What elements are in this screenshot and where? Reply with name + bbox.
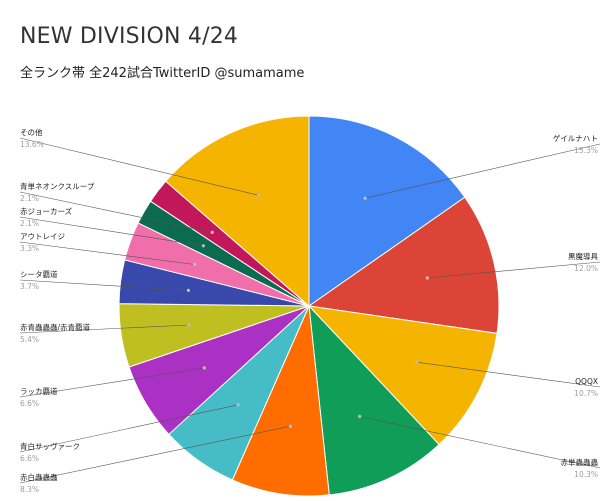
slice-8-leader-line: [19, 324, 189, 334]
slice-10-leader-line: [19, 241, 195, 265]
slice-12-percent-label: 2.1%: [20, 194, 39, 203]
slice-13-leader-dot: [257, 193, 261, 197]
slice-13[interactable]: [164, 115, 310, 308]
slice-5-leader-line: [19, 425, 291, 484]
slice-6-label: 青白サッヴァーク: [20, 441, 80, 451]
slice-12-label: 青単ネオンクスループ: [20, 181, 95, 191]
slice-8-percent-label: 5.4%: [20, 335, 39, 344]
slice-2-leader-line: [427, 261, 601, 279]
slice-13-percent-label: 13.6%: [20, 140, 44, 149]
slice-7-label: ラッカ覇道: [20, 386, 58, 396]
slice-7-percent-label: 6.6%: [20, 399, 39, 408]
slice-7-leader-line: [19, 367, 205, 398]
slice-9-label: シータ覇道: [20, 269, 58, 279]
slice-6-leader-dot: [236, 403, 240, 407]
slice-9-leader-line: [19, 279, 189, 291]
slice-8-leader-dot: [187, 323, 191, 327]
slice-13-leader-line: [19, 137, 259, 196]
slice-1-percent-label: 15.3%: [574, 146, 598, 155]
slice-11-label: 赤ジョーカーズ: [20, 206, 73, 216]
slice-2-percent-label: 12.0%: [574, 264, 598, 273]
slice-4[interactable]: [308, 304, 440, 496]
slice-12-leader-line: [19, 191, 213, 233]
pie-slices: [118, 115, 500, 497]
slice-3[interactable]: [307, 305, 498, 446]
slice-5-percent-label: 8.3%: [20, 485, 39, 494]
slice-11-leader-line: [19, 216, 204, 247]
slice-3-label: QQQX: [575, 377, 598, 386]
slice-8-label: 赤青蟲蟲蟲/赤青覇道: [20, 322, 91, 332]
slice-6-percent-label: 6.6%: [20, 454, 39, 463]
slice-13-label: その他: [20, 127, 43, 137]
slice-2[interactable]: [307, 196, 500, 334]
slice-10-label: アウトレイジ: [20, 232, 65, 241]
chart-title: NEW DIVISION 4/24: [20, 24, 239, 49]
pie-leader-lines: [19, 137, 601, 484]
slice-7-leader-dot: [202, 366, 206, 370]
slice-4-percent-label: 10.3%: [574, 470, 598, 479]
slice-1[interactable]: [308, 115, 466, 307]
slice-1-leader-line: [365, 143, 601, 199]
pie-labels: ゲイルナハト 15.3% 黒魔導具 12.0% QQQX 10.7% 赤単蟲蟲蟲 10.3% 赤…: [20, 127, 598, 494]
slice-11-percent-label: 2.1%: [20, 219, 39, 228]
slice-3-leader-dot: [415, 360, 419, 364]
slice-3-percent-label: 10.7%: [574, 389, 598, 398]
slice-1-leader-dot: [363, 196, 367, 200]
slice-10-leader-dot: [193, 262, 197, 267]
chart-subtitle: 全ランク帯 全242試合TwitterID @sumamame: [20, 66, 305, 81]
slice-12-leader-dot: [210, 230, 214, 234]
slice-9-percent-label: 3.7%: [20, 282, 39, 291]
slice-10-percent-label: 3.3%: [20, 244, 39, 253]
slice-5-leader-dot: [288, 424, 292, 428]
slice-4-leader-dot: [358, 414, 362, 419]
slice-11-leader-dot: [201, 244, 205, 248]
slice-9-leader-dot: [186, 288, 190, 292]
slice-4-leader-line: [359, 416, 601, 469]
slice-3-leader-line: [416, 361, 601, 388]
slice-5-label: 赤白蟲蟲蟲: [20, 472, 58, 482]
slice-1-label: ゲイルナハト: [553, 134, 598, 143]
slice-5[interactable]: [231, 304, 330, 497]
slice-2-label: 黒魔導具: [568, 251, 598, 261]
slice-4-label: 赤単蟲蟲蟲: [561, 457, 599, 467]
slice-6-leader-line: [19, 404, 239, 453]
slice-2-leader-dot: [425, 276, 429, 280]
